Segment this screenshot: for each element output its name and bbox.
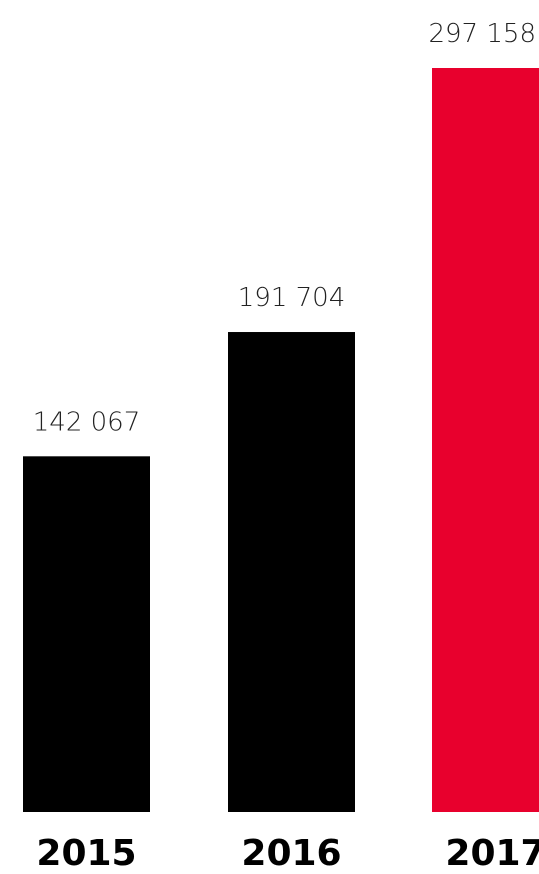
category-label-2016: 2016 [241,833,341,874]
bars-group [23,68,539,812]
category-labels-group: 2015 2016 2017 [36,833,539,874]
bar-2017 [432,68,539,812]
value-label-2015: 142 067 [33,407,141,437]
value-labels-group: 142 067 191 704 297 158 [33,19,536,437]
value-label-2016: 191 704 [238,283,346,313]
value-label-2017: 297 158 [428,19,536,49]
bar-2015 [23,456,150,812]
category-label-2015: 2015 [36,833,136,874]
bar-2016 [228,332,355,812]
category-label-2017: 2017 [445,833,539,874]
